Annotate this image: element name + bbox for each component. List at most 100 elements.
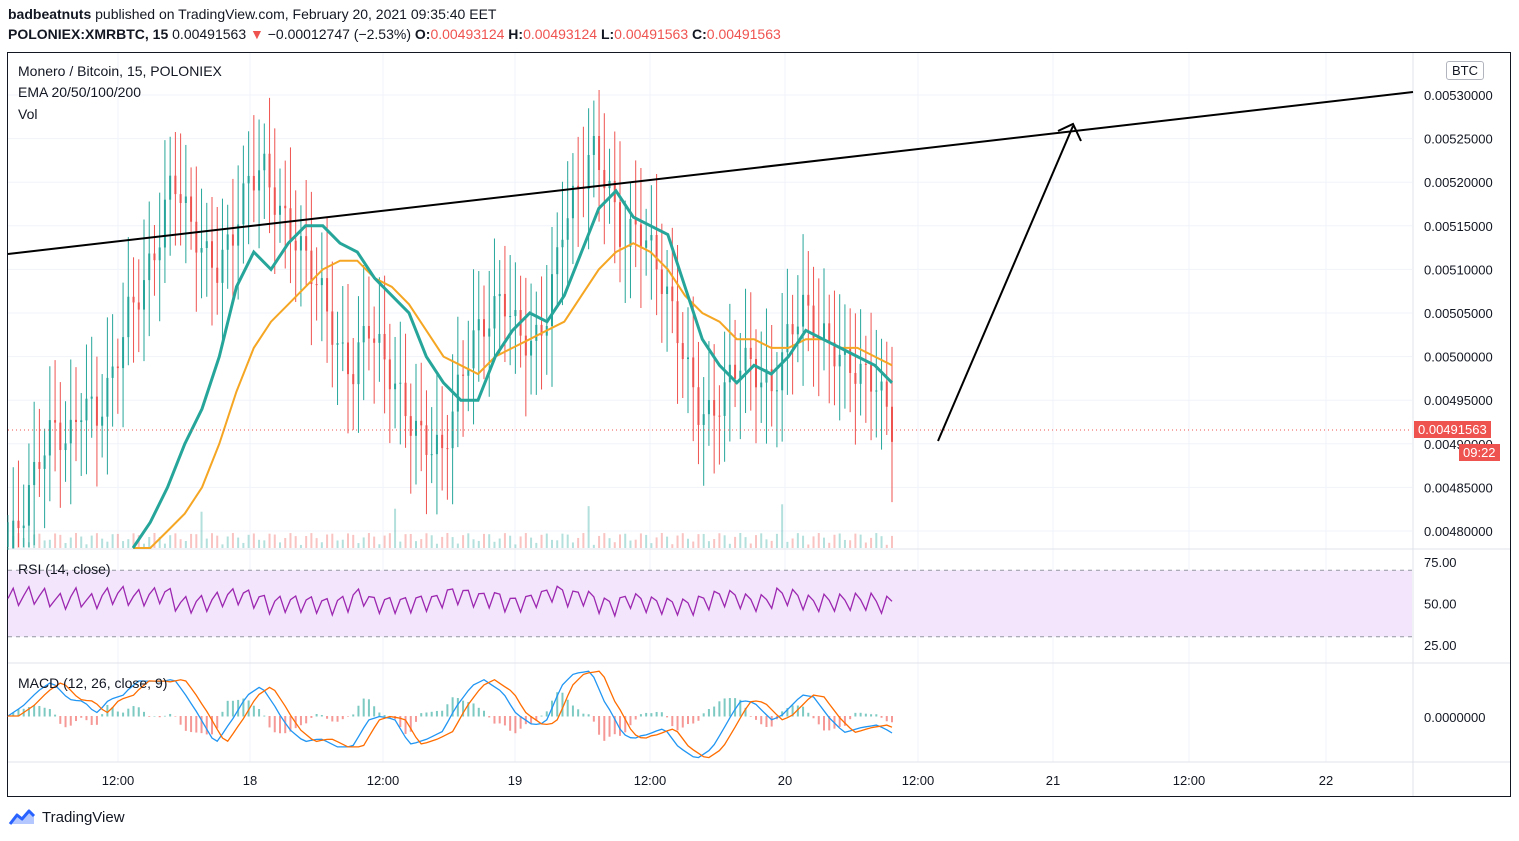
- rsi-line: [7, 585, 893, 618]
- candle-body: [85, 398, 88, 421]
- volume-bar: [116, 533, 119, 548]
- macd-legend[interactable]: MACD (12, 26, close, 9): [18, 675, 168, 691]
- candle-body: [446, 448, 449, 450]
- volume-bar: [299, 544, 302, 548]
- volume-bar: [143, 543, 145, 548]
- volume-bar: [681, 533, 684, 548]
- candle-body: [420, 420, 423, 426]
- macd-histogram-bar: [247, 700, 250, 717]
- macd-histogram-bar: [320, 715, 323, 717]
- macd-histogram-bar: [59, 716, 62, 724]
- volume-bar: [420, 539, 423, 548]
- macd-histogram-bar: [347, 716, 349, 717]
- macd-histogram-bar: [122, 712, 125, 717]
- last-price: 0.00491563: [172, 26, 247, 42]
- volume-bar: [352, 534, 355, 548]
- macd-histogram-bar: [854, 712, 857, 717]
- macd-histogram-bar: [849, 716, 852, 720]
- macd-histogram-bar: [875, 714, 878, 717]
- candle-body: [331, 311, 334, 345]
- candle-body: [514, 310, 517, 317]
- candle-body: [273, 187, 276, 215]
- candle-body: [299, 236, 302, 251]
- macd-histogram-bar: [749, 716, 752, 717]
- candle-body: [477, 319, 480, 331]
- macd-histogram-bar: [451, 697, 454, 717]
- macd-histogram-bar: [493, 716, 496, 724]
- macd-histogram-bar: [315, 714, 318, 717]
- price-tick-label: 0.00525000: [1424, 132, 1493, 147]
- vol-legend[interactable]: Vol: [18, 106, 38, 122]
- volume-bar: [530, 537, 533, 548]
- macd-histogram-bar: [273, 716, 276, 733]
- macd-histogram-bar: [739, 699, 742, 717]
- macd-histogram-bar: [305, 716, 308, 724]
- volume-bar: [728, 543, 731, 548]
- macd-histogram-bar: [681, 716, 684, 728]
- volume-bar: [817, 533, 820, 548]
- candle-body: [833, 342, 836, 367]
- macd-histogram-bar: [252, 705, 255, 717]
- ema-legend[interactable]: EMA 20/50/100/200: [18, 84, 141, 100]
- open-value: 0.00493124: [430, 26, 505, 42]
- candle-body: [294, 240, 297, 251]
- macd-histogram-bar: [279, 716, 281, 734]
- currency-badge[interactable]: BTC: [1446, 61, 1484, 80]
- volume-bar: [184, 541, 187, 548]
- time-tick-label: 18: [243, 773, 257, 788]
- candle-body: [127, 296, 130, 338]
- macd-histogram-bar: [619, 716, 621, 736]
- candle-body: [619, 202, 621, 247]
- volume-bar: [781, 504, 784, 548]
- rsi-legend[interactable]: RSI (14, close): [18, 561, 111, 577]
- candle-body: [148, 253, 151, 281]
- macd-histogram-bar: [676, 716, 679, 731]
- macd-histogram-bar: [367, 699, 370, 717]
- candle-body: [137, 302, 140, 310]
- volume-bar: [707, 541, 710, 548]
- candle-body: [247, 175, 250, 184]
- volume-bar: [200, 511, 203, 548]
- volume-bar: [613, 542, 616, 548]
- volume-bar: [111, 534, 114, 548]
- macd-histogram-bar: [263, 715, 266, 717]
- macd-histogram-bar: [456, 698, 459, 717]
- volume-bar: [247, 534, 250, 548]
- macd-histogram-bar: [503, 716, 506, 726]
- volume-bar: [671, 544, 674, 548]
- volume-bar: [524, 533, 527, 548]
- candle-body: [373, 338, 376, 343]
- chart-frame[interactable]: [7, 52, 1511, 797]
- volume-bar: [237, 537, 240, 548]
- macd-histogram-bar: [864, 713, 867, 717]
- macd-histogram-bar: [237, 699, 240, 717]
- volume-bar: [462, 535, 465, 548]
- price-tick-label: 0.00500000: [1424, 350, 1493, 365]
- macd-histogram-bar: [817, 716, 820, 725]
- macd-histogram-bar: [796, 705, 799, 717]
- candle-body: [749, 347, 752, 360]
- price-tick-label: 0.00505000: [1424, 306, 1493, 321]
- volume-bar: [394, 508, 397, 548]
- footer-brand[interactable]: TradingView: [42, 808, 125, 826]
- volume-bar: [838, 533, 841, 548]
- volume-bar: [331, 533, 334, 548]
- bar-countdown: 09:22: [1459, 444, 1500, 461]
- volume-bar: [498, 538, 501, 548]
- candle-body: [54, 420, 57, 423]
- volume-bar: [158, 537, 161, 548]
- macd-histogram-bar: [48, 709, 51, 717]
- candle-body: [875, 390, 878, 392]
- candle-body: [891, 406, 893, 442]
- macd-histogram-bar: [184, 716, 187, 731]
- candle-body: [357, 342, 360, 385]
- macd-histogram-bar: [624, 716, 627, 733]
- last-price-label: 0.00491563: [1414, 421, 1491, 438]
- candle-body: [493, 296, 496, 329]
- volume-bar: [347, 533, 349, 548]
- publisher-name[interactable]: badbeatnuts: [8, 6, 92, 22]
- candle-body: [734, 364, 737, 379]
- volume-bar: [823, 537, 825, 548]
- macd-histogram-bar: [671, 716, 674, 727]
